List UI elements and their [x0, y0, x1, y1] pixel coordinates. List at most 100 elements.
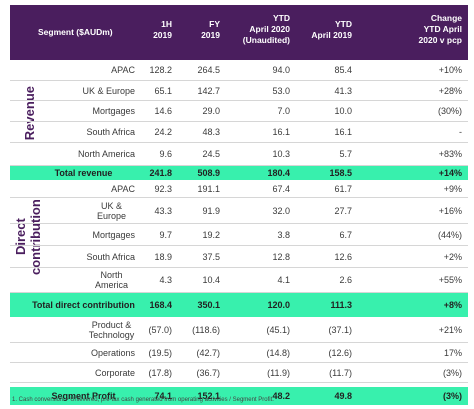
- cell-ytd-2020: 94.0: [272, 65, 290, 75]
- row-label: Segment Profit: [51, 390, 116, 401]
- cell-change: +10%: [438, 65, 462, 75]
- cell-ytd-2019: 10.0: [334, 106, 352, 116]
- table-row: South Africa 24.2 48.3 16.1 16.1 -: [10, 122, 468, 143]
- table-row: UK & Europe 43.3 91.9 32.0 27.7 +16%: [10, 198, 468, 224]
- cell-fy-2019: 29.0: [202, 106, 220, 116]
- cell-fy-2019: 48.3: [202, 127, 220, 137]
- cell-1h-2019: 43.3: [154, 205, 172, 216]
- cell-change: +55%: [438, 275, 462, 285]
- cell-fy-2019: 350.1: [197, 299, 220, 310]
- cell-1h-2019: (57.0): [148, 324, 172, 335]
- cell-ytd-2020: (11.9): [267, 367, 290, 378]
- table-row: UK & Europe 65.1 142.7 53.0 41.3 +28%: [10, 81, 468, 101]
- cell-ytd-2019: (11.7): [329, 367, 352, 378]
- cell-fy-2019: (42.7): [196, 347, 220, 358]
- row-label: Total direct contribution: [32, 299, 135, 310]
- cell-change: +21%: [438, 324, 462, 335]
- row-label: Mortgages: [92, 106, 135, 116]
- cell-ytd-2020: 12.8: [272, 251, 290, 262]
- table-row: Mortgages 14.6 29.0 7.0 10.0 (30%): [10, 101, 468, 122]
- cell-ytd-2019: 41.3: [334, 85, 352, 96]
- cell-fy-2019: 142.7: [197, 85, 220, 96]
- row-label: Total revenue: [54, 167, 113, 178]
- row-label: South Africa: [86, 251, 135, 262]
- table-row: South Africa 18.9 37.5 12.8 12.6 +2%: [10, 246, 468, 268]
- cell-ytd-2019: 61.7: [334, 183, 352, 194]
- cell-fy-2019: (36.7): [196, 367, 220, 378]
- cell-change: +8%: [443, 299, 462, 310]
- cell-fy-2019: 19.2: [202, 229, 220, 240]
- cell-ytd-2020: 48.2: [272, 390, 290, 401]
- cell-fy-2019: 24.5: [202, 149, 220, 159]
- footnote: 1. Cash conversion = Unlevered, pre-tax …: [12, 397, 274, 403]
- cell-1h-2019: (17.8): [148, 367, 172, 378]
- cell-fy-2019: 191.1: [197, 183, 220, 194]
- cell-1h-2019: 74.1: [154, 390, 172, 401]
- cell-change: +9%: [443, 183, 462, 194]
- cell-change: +28%: [438, 85, 462, 96]
- cell-ytd-2019: 111.3: [330, 299, 352, 310]
- cell-fy-2019: 91.9: [202, 205, 220, 216]
- cell-ytd-2020: 32.0: [272, 205, 290, 216]
- cell-ytd-2019: (37.1): [328, 324, 352, 335]
- header-ytd-april-2020: YTD April 2020 (Unaudited): [242, 13, 290, 45]
- cell-change: (30%): [437, 106, 462, 116]
- cell-ytd-2020: 4.1: [277, 275, 290, 285]
- cell-ytd-2019: 27.7: [334, 205, 352, 216]
- header-1h-2019: 1H 2019: [153, 19, 172, 40]
- cell-change: +83%: [438, 149, 462, 159]
- table-header: Segment ($AUDm) 1H 2019 FY 2019 YTD April 2…: [10, 5, 468, 60]
- direct-contribution-section: Direct contribution APAC 92.3 191.1 67.4…: [10, 180, 468, 293]
- table-row: Corporate (17.8) (36.7) (11.9) (11.7) (3…: [10, 363, 468, 383]
- cell-ytd-2020: 10.3: [272, 149, 290, 159]
- cell-ytd-2020: 16.1: [272, 127, 290, 137]
- cell-ytd-2019: 16.1: [334, 127, 352, 137]
- row-label: APAC: [111, 183, 135, 194]
- cell-1h-2019: 241.8: [149, 167, 172, 178]
- total-revenue-row: Total revenue 241.8 508.9 180.4 158.5 +1…: [10, 166, 468, 180]
- cell-fy-2019: 37.5: [202, 251, 220, 262]
- header-fy-2019: FY 2019: [201, 19, 220, 40]
- header-ytd-april-2019: YTD April 2019: [311, 19, 352, 40]
- cell-1h-2019: 128.2: [149, 65, 172, 75]
- cell-change: 17%: [443, 347, 462, 358]
- cell-1h-2019: 92.3: [154, 183, 172, 194]
- cell-ytd-2019: 2.6: [339, 275, 352, 285]
- cell-ytd-2020: (14.8): [266, 347, 290, 358]
- cell-1h-2019: 168.4: [149, 299, 172, 310]
- cell-change: (3%): [442, 390, 462, 401]
- cell-1h-2019: 65.1: [154, 85, 172, 96]
- table-row: APAC 92.3 191.1 67.4 61.7 +9%: [10, 180, 468, 198]
- segment-profit-row: Segment Profit 74.1 152.1 48.2 49.8 (3%): [10, 387, 468, 405]
- cell-change: -: [459, 127, 462, 137]
- cell-ytd-2019: 85.4: [334, 65, 352, 75]
- cell-ytd-2020: 53.0: [272, 85, 290, 96]
- cell-ytd-2020: (45.1): [266, 324, 290, 335]
- row-label: South Africa: [86, 127, 135, 137]
- row-label: Product & Technology: [88, 319, 135, 340]
- cell-change: (3%): [442, 367, 462, 378]
- row-label: Operations: [90, 347, 135, 358]
- cell-ytd-2019: 5.7: [339, 149, 352, 159]
- cell-ytd-2020: 7.0: [277, 106, 290, 116]
- cell-ytd-2019: (12.6): [328, 347, 352, 358]
- cell-ytd-2019: 12.6: [334, 251, 352, 262]
- cell-1h-2019: 18.9: [154, 251, 172, 262]
- cell-ytd-2020: 67.4: [272, 183, 290, 194]
- cell-ytd-2019: 6.7: [339, 229, 352, 240]
- cell-fy-2019: 264.5: [197, 65, 220, 75]
- cell-ytd-2020: 180.4: [267, 167, 290, 178]
- row-label: North America: [94, 270, 128, 290]
- table-row: North America 4.3 10.4 4.1 2.6 +55%: [10, 268, 468, 293]
- cell-1h-2019: 24.2: [154, 127, 172, 137]
- cell-1h-2019: 9.6: [159, 149, 172, 159]
- row-label: APAC: [111, 65, 135, 75]
- cell-1h-2019: 9.7: [159, 229, 172, 240]
- cell-change: (44%): [437, 229, 462, 240]
- header-segment: Segment ($AUDm): [38, 27, 113, 37]
- table-row: Mortgages 9.7 19.2 3.8 6.7 (44%): [10, 224, 468, 246]
- row-label: Corporate: [94, 367, 135, 378]
- cell-fy-2019: (118.6): [192, 324, 220, 335]
- table-row: Product & Technology (57.0) (118.6) (45.…: [10, 317, 468, 343]
- cell-fy-2019: 508.9: [197, 167, 220, 178]
